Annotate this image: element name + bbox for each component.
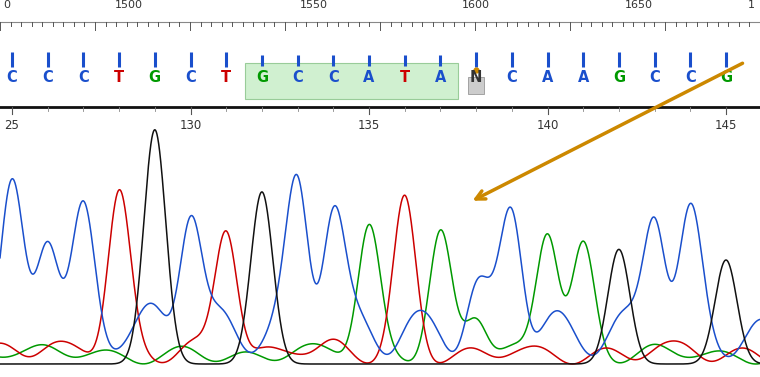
Text: C: C (506, 70, 517, 85)
Text: C: C (685, 70, 695, 85)
Text: C: C (649, 70, 660, 85)
Text: 140: 140 (537, 119, 559, 132)
Text: G: G (720, 70, 732, 85)
Text: 130: 130 (179, 119, 201, 132)
Bar (468, 77, 484, 94)
Text: C: C (185, 70, 196, 85)
Text: 1550: 1550 (300, 0, 328, 10)
Text: G: G (613, 70, 625, 85)
Text: G: G (149, 70, 161, 85)
Text: A: A (435, 70, 446, 85)
Text: C: C (7, 70, 17, 85)
Text: T: T (114, 70, 124, 85)
Text: A: A (578, 70, 589, 85)
Text: G: G (256, 70, 268, 85)
Text: A: A (542, 70, 553, 85)
Text: 0: 0 (3, 0, 10, 10)
Text: 145: 145 (715, 119, 737, 132)
Text: C: C (78, 70, 89, 85)
Bar (245, 63, 458, 99)
Text: 1500: 1500 (115, 0, 143, 10)
Text: 1600: 1600 (462, 0, 490, 10)
Text: 1: 1 (748, 0, 755, 10)
Text: 25: 25 (5, 119, 20, 132)
Text: C: C (328, 70, 339, 85)
Text: N: N (470, 70, 483, 85)
Text: C: C (43, 70, 53, 85)
Text: A: A (363, 70, 375, 85)
Text: C: C (293, 70, 303, 85)
Text: T: T (221, 70, 231, 85)
Text: T: T (400, 70, 410, 85)
Text: 135: 135 (358, 119, 380, 132)
Text: 1650: 1650 (625, 0, 653, 10)
